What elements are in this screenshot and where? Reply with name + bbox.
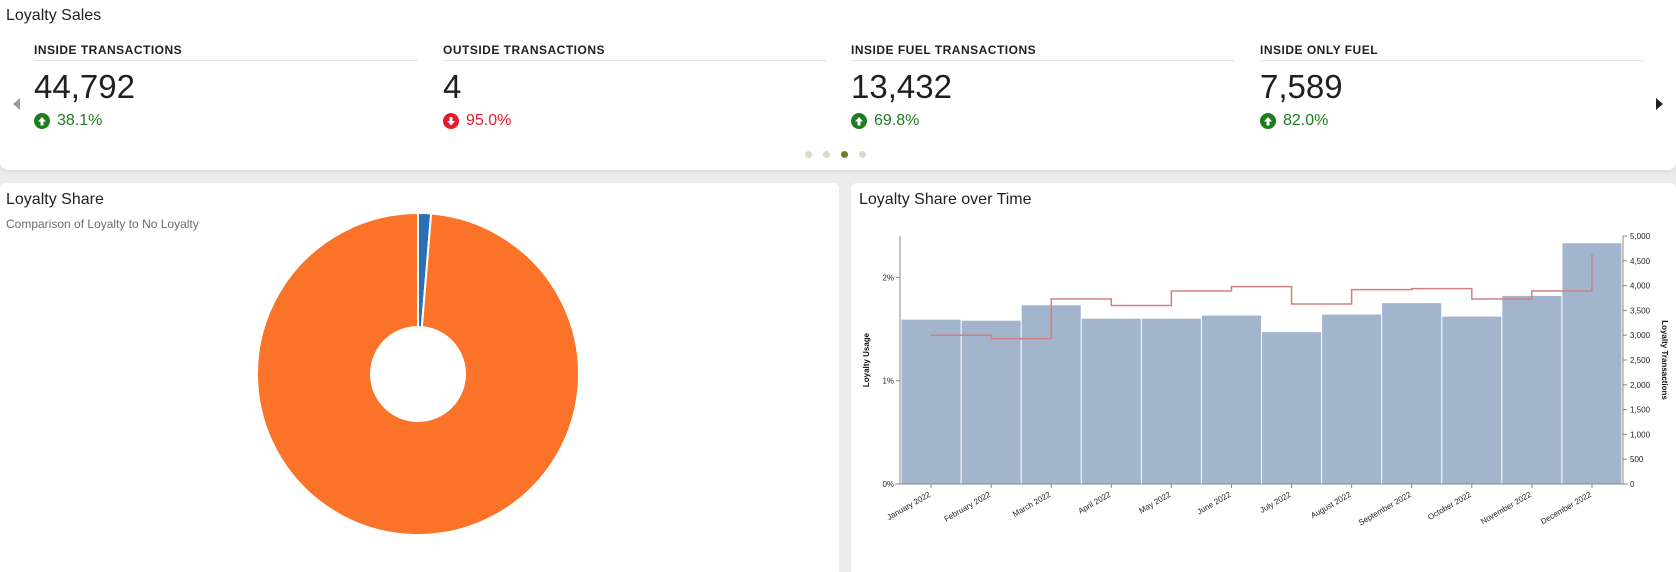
loyalty-share-donut-chart — [256, 211, 580, 536]
x-tick-label: March 2022 — [1011, 490, 1053, 519]
y-tick-label-left: 0% — [882, 480, 894, 489]
arrow-up-circle-icon — [34, 113, 50, 129]
loyalty-share-panel: Loyalty Share Comparison of Loyalty to N… — [0, 183, 839, 572]
bar — [1141, 318, 1201, 484]
x-tick-label: November 2022 — [1479, 490, 1533, 527]
kpi-card: INSIDE TRANSACTIONS 44,792 38.1% — [34, 43, 418, 130]
bar — [901, 319, 961, 484]
loyalty-share-over-time-title: Loyalty Share over Time — [859, 191, 1032, 208]
arrow-up-circle-icon — [851, 113, 867, 129]
kpi-value: 44,792 — [34, 68, 135, 105]
y-axis-label-right: Loyalty Transactions — [1660, 320, 1669, 400]
bar — [1201, 315, 1261, 484]
kpi-delta: 95.0% — [443, 112, 827, 130]
kpi-delta-value: 69.8% — [874, 112, 920, 129]
bar — [1442, 316, 1502, 484]
bar — [1262, 332, 1322, 484]
kpi-label: OUTSIDE TRANSACTIONS — [443, 43, 827, 61]
x-tick-label: September 2022 — [1357, 490, 1413, 528]
kpi-card: INSIDE ONLY FUEL 7,589 82.0% — [1260, 43, 1644, 130]
kpi-card: OUTSIDE TRANSACTIONS 4 95.0% — [443, 43, 827, 130]
loyalty-share-title: Loyalty Share — [6, 191, 104, 208]
y-tick-label-left: 2% — [882, 273, 894, 282]
bar — [1382, 303, 1442, 484]
kpi-value: 4 — [443, 68, 462, 105]
arrow-down-circle-icon — [443, 113, 459, 129]
kpi-delta: 69.8% — [851, 112, 1235, 130]
carousel-dot[interactable] — [841, 151, 848, 158]
y-tick-label-left: 1% — [882, 377, 894, 386]
carousel-dots — [805, 151, 866, 158]
y-tick-label-right: 1,500 — [1630, 406, 1651, 415]
y-tick-label-right: 5,000 — [1630, 232, 1651, 241]
y-tick-label-right: 1,000 — [1630, 430, 1651, 439]
kpi-value: 7,589 — [1260, 68, 1343, 105]
step-line-series — [931, 254, 1593, 340]
kpi-delta: 38.1% — [34, 112, 418, 130]
kpi-delta-value: 38.1% — [57, 112, 103, 129]
chevron-left-icon — [13, 98, 20, 110]
x-tick-label: May 2022 — [1137, 490, 1172, 516]
loyalty-share-subtitle: Comparison of Loyalty to No Loyalty — [6, 217, 199, 231]
y-tick-label-right: 3,500 — [1630, 306, 1651, 315]
x-tick-label: July 2022 — [1258, 490, 1293, 515]
arrow-up-circle-icon — [1260, 113, 1276, 129]
carousel-next-arrow[interactable] — [1651, 96, 1667, 112]
x-tick-label: August 2022 — [1309, 490, 1353, 521]
carousel-prev-arrow[interactable] — [9, 96, 25, 112]
carousel-dot[interactable] — [805, 151, 812, 158]
carousel-dot[interactable] — [859, 151, 866, 158]
x-tick-label: February 2022 — [943, 490, 993, 524]
bar — [1502, 295, 1562, 484]
kpi-card: INSIDE FUEL TRANSACTIONS 13,432 69.8% — [851, 43, 1235, 130]
y-tick-label-right: 500 — [1630, 455, 1644, 464]
loyalty-sales-title: Loyalty Sales — [6, 7, 102, 24]
y-tick-label-right: 2,500 — [1630, 356, 1651, 365]
x-tick-label: June 2022 — [1196, 490, 1233, 517]
bar — [1081, 318, 1141, 484]
y-tick-label-right: 4,000 — [1630, 282, 1651, 291]
y-tick-label-right: 3,000 — [1630, 331, 1651, 340]
kpi-delta-value: 82.0% — [1283, 112, 1329, 129]
kpi-label: INSIDE ONLY FUEL — [1260, 43, 1644, 61]
x-tick-label: January 2022 — [886, 490, 933, 522]
kpi-label: INSIDE TRANSACTIONS — [34, 43, 418, 61]
donut-slice — [256, 211, 580, 536]
kpi-label: INSIDE FUEL TRANSACTIONS — [851, 43, 1235, 61]
kpi-value: 13,432 — [851, 68, 952, 105]
y-tick-label-right: 0 — [1630, 480, 1635, 489]
y-tick-label-right: 2,000 — [1630, 381, 1651, 390]
x-tick-label: December 2022 — [1539, 490, 1593, 527]
x-tick-label: October 2022 — [1426, 490, 1473, 522]
kpi-delta: 82.0% — [1260, 112, 1644, 130]
loyalty-sales-panel: Loyalty Sales INSIDE TRANSACTIONS 44,792 3… — [0, 0, 1676, 170]
y-axis-label-left: Loyalty Usage — [862, 332, 871, 387]
chevron-right-icon — [1656, 98, 1663, 110]
kpi-delta-value: 95.0% — [466, 112, 512, 129]
bar — [961, 320, 1021, 484]
y-tick-label-right: 4,500 — [1630, 257, 1651, 266]
carousel-dot[interactable] — [823, 151, 830, 158]
x-tick-label: April 2022 — [1077, 490, 1113, 516]
loyalty-share-over-time-chart: 0% 1% 2% 0 500 1,000 1,500 2,000 2,500 3,000 3,500… — [862, 232, 1669, 528]
loyalty-share-over-time-panel: Loyalty Share over Time 0% 1% 2% 0 500 1,000 1… — [851, 183, 1676, 572]
bar — [1322, 314, 1382, 484]
